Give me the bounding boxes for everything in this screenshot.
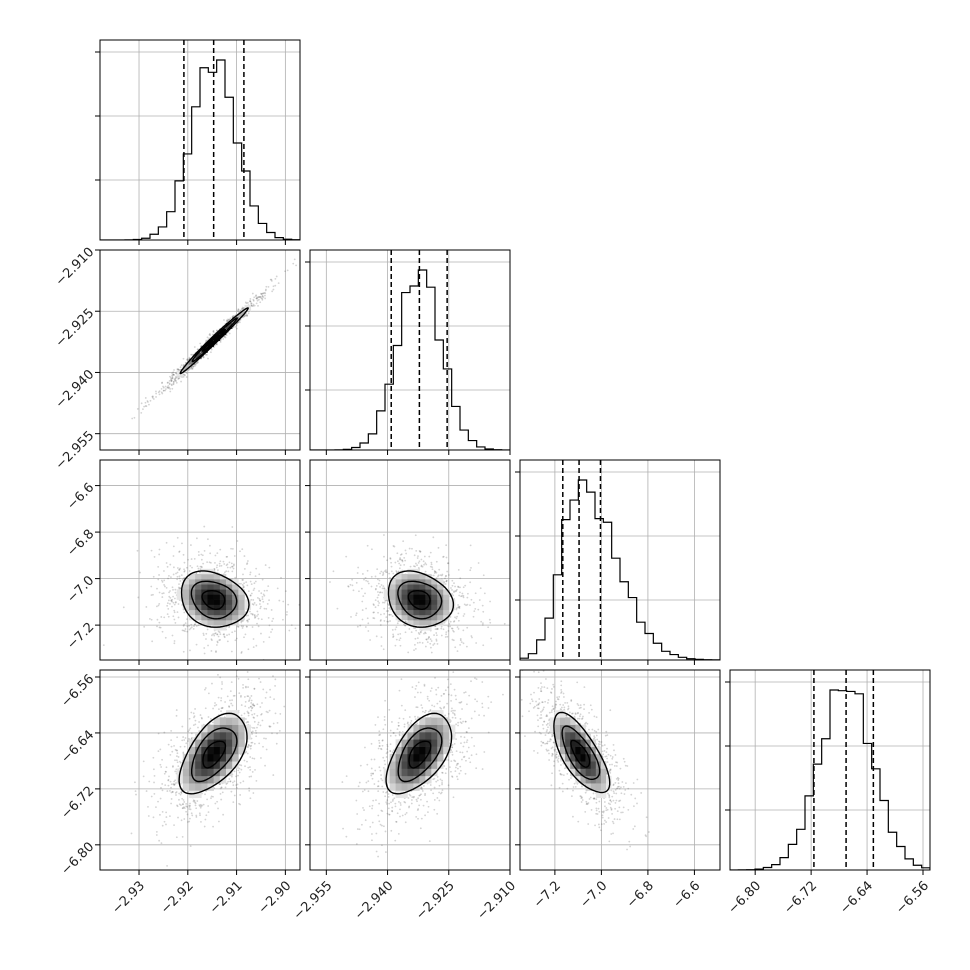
y-tick-label: −2.925 [53, 306, 98, 351]
x-tick-label: −7.0 [578, 878, 611, 911]
panel-3-1: −2.955 −2.940 −2.925 −2.910 [291, 669, 519, 923]
y-tick-label: −6.8 [64, 527, 97, 560]
panel-1-0: −2.955 −2.940 −2.925 −2.910 [53, 245, 301, 473]
y-tick-label: −6.80 [59, 840, 98, 879]
histogram-1 [310, 269, 510, 450]
contour-0 [202, 740, 227, 769]
x-tick-label: −2.940 [352, 878, 397, 923]
x-tick-label: −2.92 [158, 878, 197, 917]
x-tick-label: −6.8 [624, 878, 657, 911]
histogram-2 [520, 479, 720, 660]
panel-frame [99, 459, 301, 661]
y-tick-label: −6.6 [64, 480, 97, 513]
contour-1 [561, 725, 601, 780]
x-tick-label: −6.6 [671, 878, 704, 911]
panel-frame [519, 669, 721, 871]
x-tick-label: −6.80 [725, 878, 764, 917]
contour-2 [178, 712, 248, 795]
x-tick-label: −2.910 [474, 878, 519, 923]
x-tick-label: −7.2 [531, 878, 564, 911]
contour-0 [202, 328, 226, 352]
y-tick-label: −6.72 [59, 784, 98, 823]
contour-2 [387, 570, 455, 628]
y-tick-label: −6.64 [59, 728, 98, 767]
panel-frame [99, 39, 301, 241]
panel-0-0 [95, 39, 301, 245]
contour-2 [179, 307, 249, 375]
panel-2-0: −7.2 −7.0 −6.8 −6.6 [64, 459, 301, 665]
panel-frame [309, 249, 511, 451]
panel-frame [309, 669, 511, 871]
panel-frame [309, 459, 511, 661]
x-tick-label: −6.56 [893, 878, 932, 917]
contour-1 [191, 317, 238, 363]
x-tick-label: −2.93 [109, 878, 148, 917]
panel-3-3: −6.80 −6.72 −6.64 −6.56 [725, 669, 932, 917]
x-tick-label: −2.91 [207, 878, 246, 917]
contour-1 [191, 727, 238, 783]
y-tick-label: −7.0 [64, 573, 97, 606]
panel-2-2 [515, 459, 721, 665]
panel-frame [729, 669, 931, 871]
x-tick-label: −2.925 [413, 878, 458, 923]
y-tick-label: −2.940 [53, 367, 98, 412]
contour-2 [180, 570, 250, 628]
histogram-0 [100, 59, 300, 240]
histogram-3 [730, 689, 930, 870]
x-tick-label: −6.64 [837, 878, 876, 917]
panel-3-2: −7.2 −7.0 −6.8 −6.6 [515, 669, 721, 911]
panel-2-1 [305, 459, 511, 665]
contour-2 [385, 712, 453, 795]
x-tick-label: −6.72 [781, 878, 820, 917]
panel-frame [99, 249, 301, 451]
y-tick-label: −2.910 [53, 245, 98, 290]
y-tick-label: −2.955 [53, 428, 98, 473]
contour-0 [201, 590, 226, 610]
panel-frame [519, 459, 721, 661]
y-tick-label: −7.2 [64, 620, 97, 653]
panel-3-0: −6.80 −6.72 −6.64 −6.56 −2.93 −2.92 −2.91 −2.90 [59, 669, 301, 917]
contour-0 [408, 740, 432, 769]
x-tick-label: −2.955 [291, 878, 336, 923]
contour-1 [190, 580, 238, 620]
y-tick-label: −6.56 [59, 672, 98, 711]
contour-0 [407, 590, 431, 610]
contour-0 [570, 739, 591, 768]
contour-1 [397, 727, 443, 783]
x-tick-label: −2.90 [256, 878, 295, 917]
panel-frame [99, 669, 301, 871]
panel-1-1 [305, 249, 511, 455]
contour-1 [397, 580, 443, 620]
contour-2 [553, 711, 611, 794]
